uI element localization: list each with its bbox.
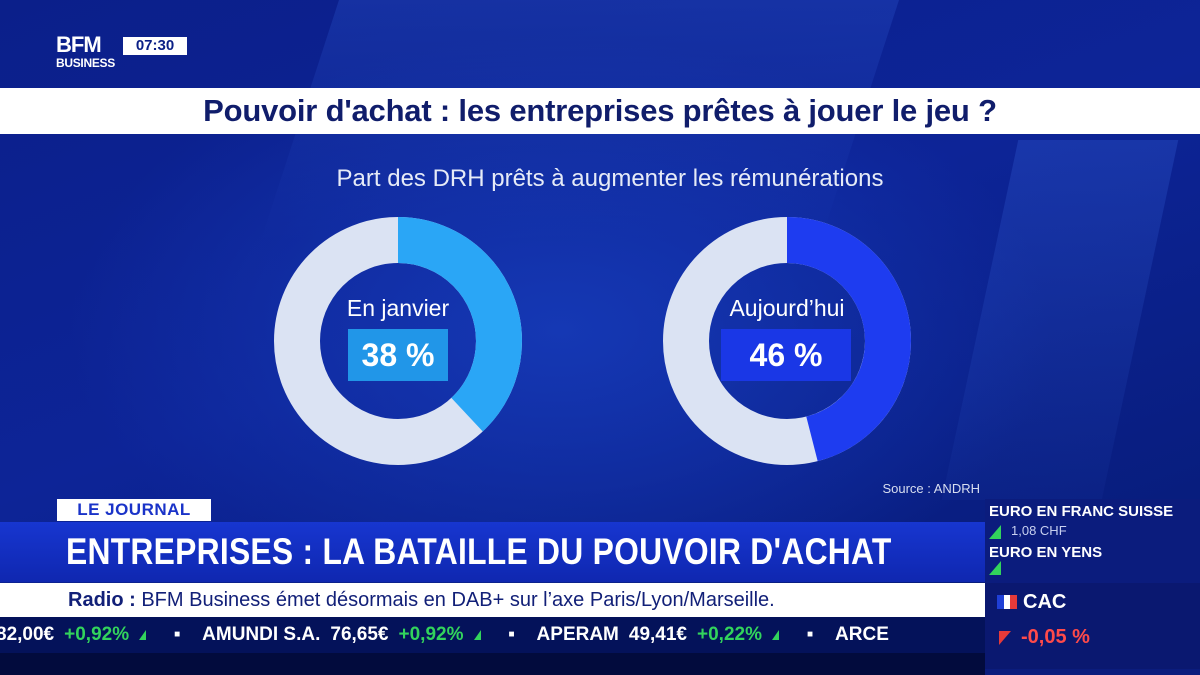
program-tag: LE JOURNAL: [57, 499, 211, 521]
channel-logo: BFM BUSINESS: [56, 34, 126, 72]
headline: ENTREPRISES : LA BATAILLE DU POUVOIR D'A…: [66, 531, 892, 572]
info-line: Radio : BFM Business émet désormais en D…: [68, 583, 775, 617]
logo-sub: BUSINESS: [56, 56, 115, 70]
down-arrow-icon: [999, 631, 1011, 645]
ticker-name: ARCE: [835, 624, 889, 646]
ticker-price: 76,65€: [330, 624, 389, 646]
index-change: -0,05 %: [1021, 626, 1090, 648]
bottom-strip: [0, 653, 1200, 675]
ticker-change: +0,92%: [398, 624, 464, 646]
donut-today: Aujourd’hui 46 %: [661, 215, 913, 467]
ticker-change: +0,22%: [697, 624, 762, 646]
up-arrow-icon: [772, 630, 779, 641]
fx-label: EURO EN FRANC SUISSE: [989, 503, 1174, 520]
page-title: Pouvoir d'achat : les entreprises prêtes…: [203, 93, 997, 128]
info-text: BFM Business émet désormais en DAB+ sur …: [141, 589, 775, 611]
up-arrow-icon: [989, 561, 1001, 575]
ticker-name: AMUNDI S.A.: [202, 624, 321, 646]
chart-subtitle: Part des DRH prêts à augmenter les rémun…: [336, 165, 884, 192]
donut-label: Aujourd’hui: [729, 295, 845, 321]
separator-icon: ■: [508, 629, 515, 640]
ticker-price: 82,00€: [0, 624, 55, 646]
ticker-name: APERAM: [536, 624, 619, 646]
separator-icon: ■: [174, 629, 181, 640]
up-arrow-icon: [989, 525, 1001, 539]
stock-ticker: 82,00€ +0,92% ■ AMUNDI S.A. 76,65€ +0,92% ■ APE…: [0, 617, 985, 653]
info-bar: Radio : BFM Business émet désormais en D…: [0, 583, 985, 617]
ticker-price: 49,41€: [628, 624, 688, 646]
logo-brand: BFM: [56, 32, 102, 57]
ticker-change: +0,92%: [64, 624, 130, 646]
info-label: Radio :: [68, 589, 136, 611]
clock: 07:30: [123, 37, 187, 55]
donut-ring: [663, 217, 911, 465]
france-flag-icon: [997, 595, 1018, 609]
title-banner: Pouvoir d'achat : les entreprises prêtes…: [0, 88, 1200, 134]
index-name: CAC: [1023, 591, 1067, 613]
fx-value: 1,08 CHF: [1011, 523, 1067, 538]
donut-value: 38 %: [348, 329, 448, 381]
index-box: CAC -0,05 %: [985, 583, 1200, 669]
donut-arc-january: [274, 217, 522, 465]
donut-value: 46 %: [721, 329, 851, 381]
headline-bar: ENTREPRISES : LA BATAILLE DU POUVOIR D'A…: [0, 522, 985, 582]
separator-icon: ■: [807, 629, 814, 640]
ticker-row: 82,00€ +0,92% ■ AMUNDI S.A. 76,65€ +0,92% ■ APE…: [0, 617, 899, 653]
up-arrow-icon: [473, 630, 481, 641]
up-arrow-icon: [139, 630, 147, 641]
donut-arc-today: [663, 217, 911, 465]
donut-january: En janvier 38 %: [272, 215, 524, 467]
source-note: Source : ANDRH: [882, 481, 980, 496]
fx-label: EURO EN YENS: [989, 544, 1103, 561]
donut-label: En janvier: [346, 295, 450, 321]
market-panel: EURO EN FRANC SUISSE 1,08 CHF EURO EN YE…: [985, 499, 1200, 675]
donut-ring: [274, 217, 522, 465]
